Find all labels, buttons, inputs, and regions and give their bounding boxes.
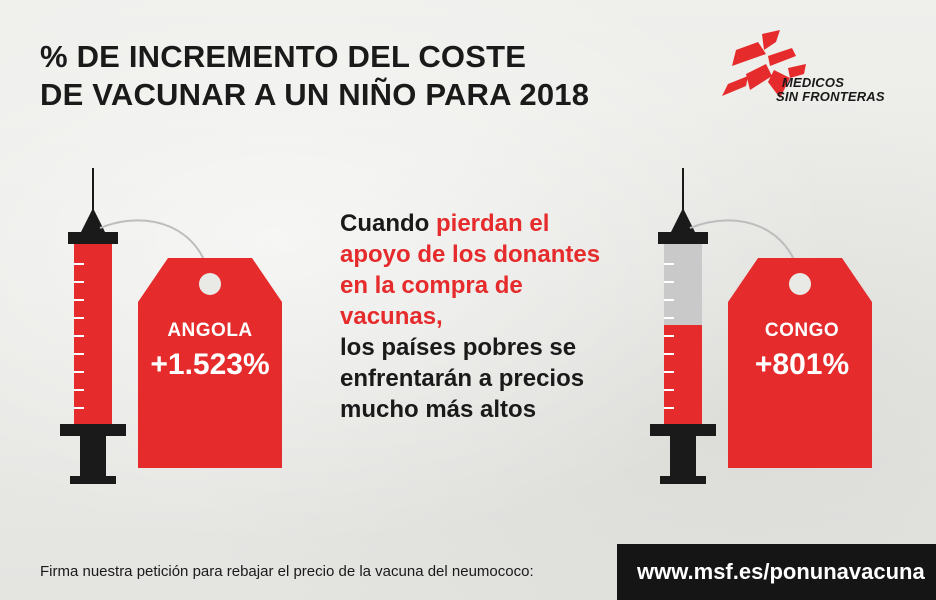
logo-line-1: MEDICOS [782,75,845,90]
tag-value: +801% [754,348,850,381]
petition-link[interactable]: www.msf.es/ponunavacuna [617,544,936,600]
tag-value: +1.523% [150,348,270,381]
footer-text: Firma nuestra petición para rebajar el p… [40,563,534,580]
syringe-angola [60,168,282,484]
tag-country: CONGO [764,320,840,341]
title-line-1: % DE INCREMENTO DEL COSTE [40,39,527,74]
syringe-congo [650,168,872,484]
tag-angola: ANGOLA +1.523% [140,320,280,382]
tag-congo: CONGO +801% [732,320,872,382]
message-part-3: los países pobres se enfrentarán a preci… [340,334,585,423]
msf-logo-icon [722,30,806,98]
tag-country: ANGOLA [167,320,253,341]
logo-line-2: SIN FRONTERAS [776,89,885,104]
message-text: Cuando pierdan el apoyo de los donantes … [340,208,620,425]
page-title: % DE INCREMENTO DEL COSTE DE VACUNAR A U… [40,38,589,114]
price-tag-icon [99,219,282,468]
msf-logo-text: MEDICOS SIN FRONTERAS [776,75,885,104]
message-part-2: pierdan el apoyo de los donantes en la c… [340,210,601,330]
syringe-icon [60,168,126,484]
syringe-icon [650,168,716,484]
price-tag-icon [689,219,872,468]
msf-logo: MEDICOS SIN FRONTERAS [722,26,902,106]
title-line-2: DE VACUNAR A UN NIÑO PARA 2018 [40,77,590,112]
message-part-1: Cuando [340,210,436,237]
